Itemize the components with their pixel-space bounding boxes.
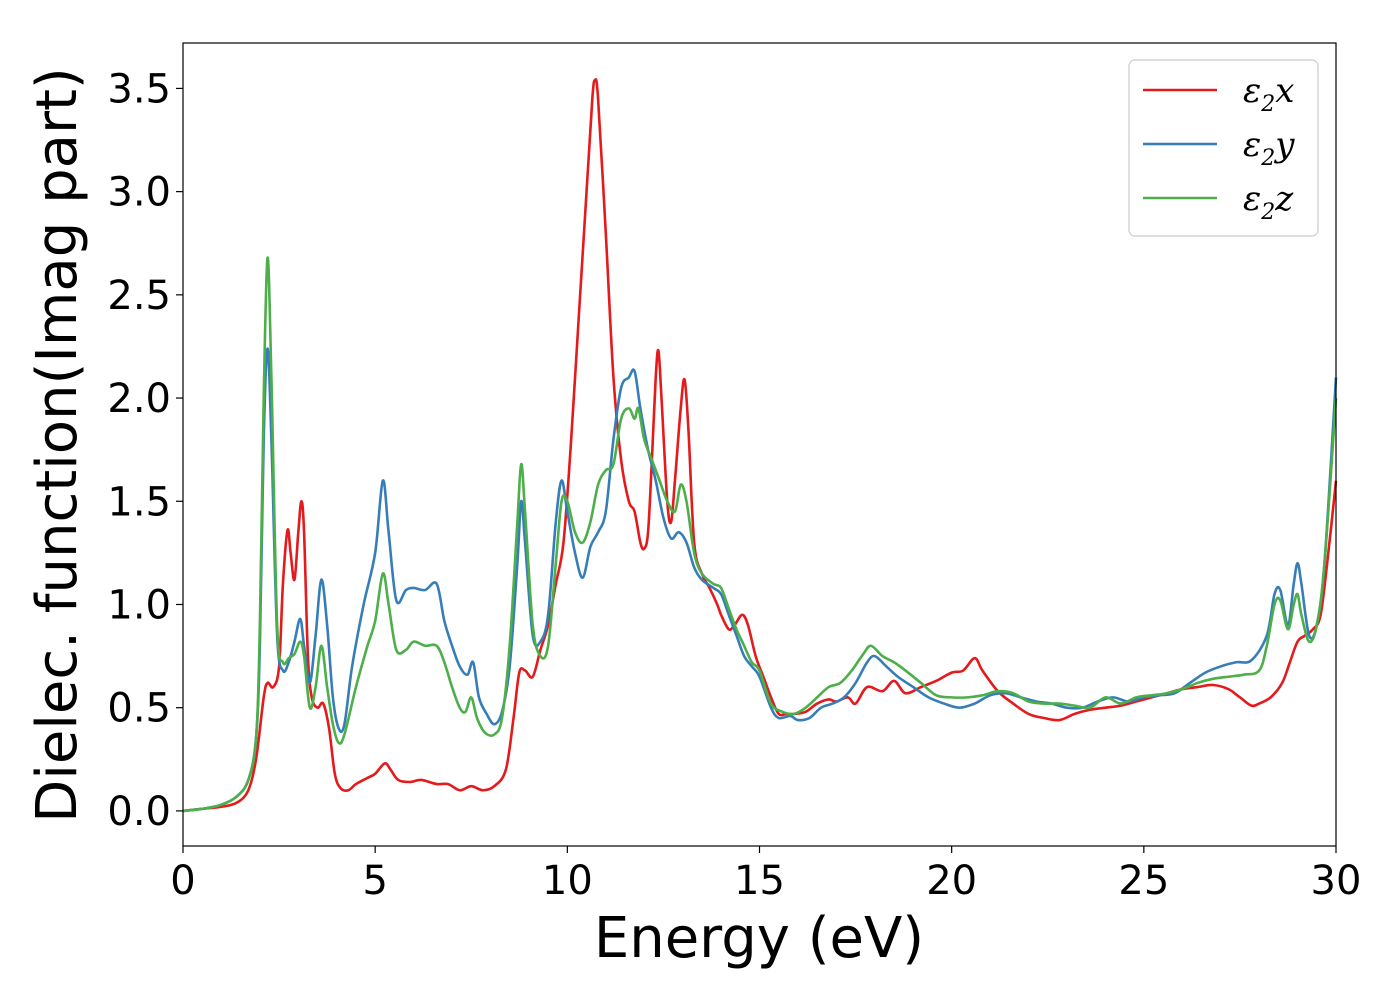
y-tick-label: 1.5 [107,479,171,525]
series-line-z [182,256,1338,813]
legend-label-z: ε2z [1243,179,1294,225]
x-tick-label: 5 [362,858,387,904]
series-layer [182,78,1338,813]
x-axis-label: Energy (eV) [594,906,924,971]
y-tick-label: 1.0 [107,582,171,628]
y-tick-label: 0.5 [107,686,171,732]
y-tick-label: 2.0 [107,376,171,422]
x-axis-ticks: 0 5 10 15 20 25 30 [170,846,1361,904]
x-tick-label: 30 [1311,858,1362,904]
x-tick-label: 20 [926,858,977,904]
y-tick-label: 3.5 [107,66,171,112]
y-tick-label: 0.0 [107,789,171,835]
series-line-y [182,347,1338,813]
legend: ε2x ε2y ε2z [1128,59,1319,237]
legend-label-y: ε2y [1243,125,1295,171]
x-tick-label: 0 [170,858,195,904]
y-axis-label: Dielec. function(Imag part) [25,67,90,823]
x-tick-label: 25 [1118,858,1169,904]
y-tick-label: 2.5 [107,273,171,319]
y-tick-label: 3.0 [107,170,171,216]
legend-box [1128,59,1319,237]
y-axis-ticks: 0.0 0.5 1.0 1.5 2.0 2.5 3.0 3.5 [107,66,183,835]
x-tick-label: 15 [734,858,785,904]
series-line-x [182,78,1338,813]
legend-label-x: ε2x [1243,71,1294,117]
x-tick-label: 10 [542,858,593,904]
